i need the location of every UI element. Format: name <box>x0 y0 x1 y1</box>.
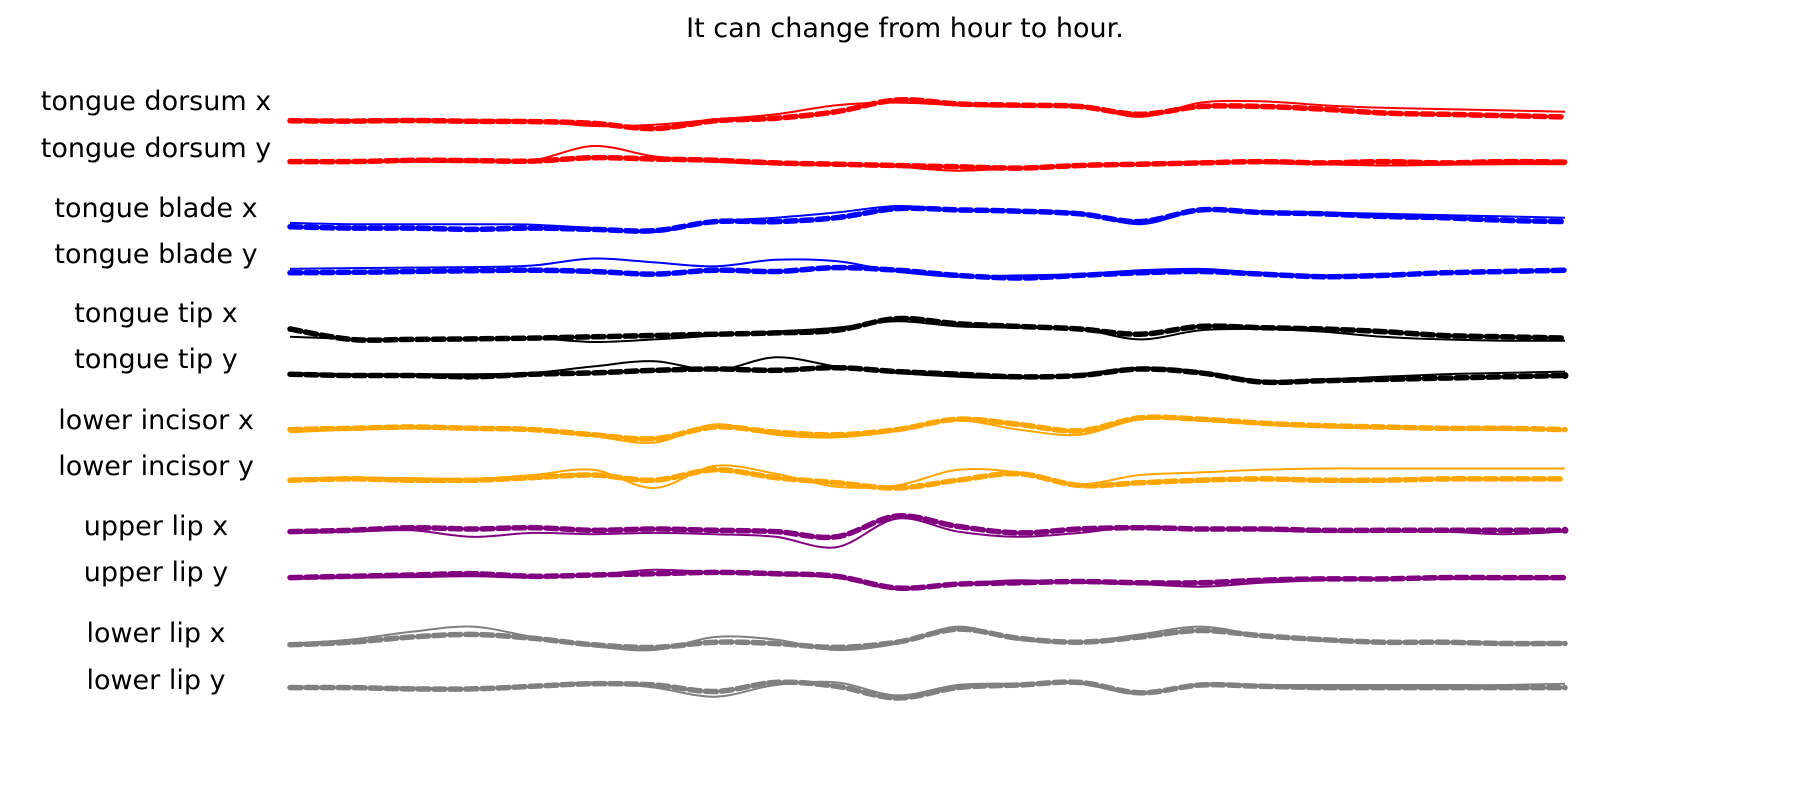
chart-title: It can change from hour to hour. <box>686 13 1124 44</box>
measured-line-tongue-blade-x <box>287 205 1568 234</box>
end-marker-upper-lip-x <box>1561 526 1569 534</box>
row-label-tongue-blade-y: tongue blade y <box>54 239 257 270</box>
measured-line-lower-incisor-x <box>287 414 1568 442</box>
measured-line-lower-incisor-y <box>287 467 1568 491</box>
row-label-lower-lip-x: lower lip x <box>86 618 225 649</box>
row-label-lower-incisor-y: lower incisor y <box>58 451 254 482</box>
measured-line-tongue-tip-x <box>287 315 1568 343</box>
measured-line-upper-lip-y <box>287 569 1568 591</box>
end-marker-tongue-tip-y <box>1561 372 1569 379</box>
row-label-lower-lip-y: lower lip y <box>86 665 225 696</box>
measured-line-lower-lip-x <box>287 626 1568 651</box>
row-label-upper-lip-y: upper lip y <box>84 557 228 588</box>
row-label-tongue-tip-y: tongue tip y <box>74 344 237 375</box>
row-label-tongue-tip-x: tongue tip x <box>74 298 237 329</box>
trajectory-traces <box>287 97 1569 701</box>
measured-line-tongue-tip-y <box>287 364 1568 386</box>
row-label-tongue-blade-x: tongue blade x <box>54 193 257 224</box>
measured-line-lower-lip-y <box>287 679 1568 701</box>
measured-line-tongue-dorsum-x <box>287 97 1568 132</box>
predicted-line-lower-lip-x <box>289 625 1566 652</box>
row-label-upper-lip-x: upper lip x <box>84 511 228 542</box>
row-label-lower-incisor-x: lower incisor x <box>58 405 254 436</box>
row-label-tongue-dorsum-x: tongue dorsum x <box>41 86 271 117</box>
measured-line-upper-lip-x <box>287 513 1568 541</box>
row-label-tongue-dorsum-y: tongue dorsum y <box>41 133 271 164</box>
measured-line-tongue-dorsum-y <box>287 154 1568 171</box>
row-labels: tongue dorsum x tongue dorsum y tongue bla… <box>41 86 271 696</box>
measured-line-tongue-blade-y <box>287 264 1568 281</box>
